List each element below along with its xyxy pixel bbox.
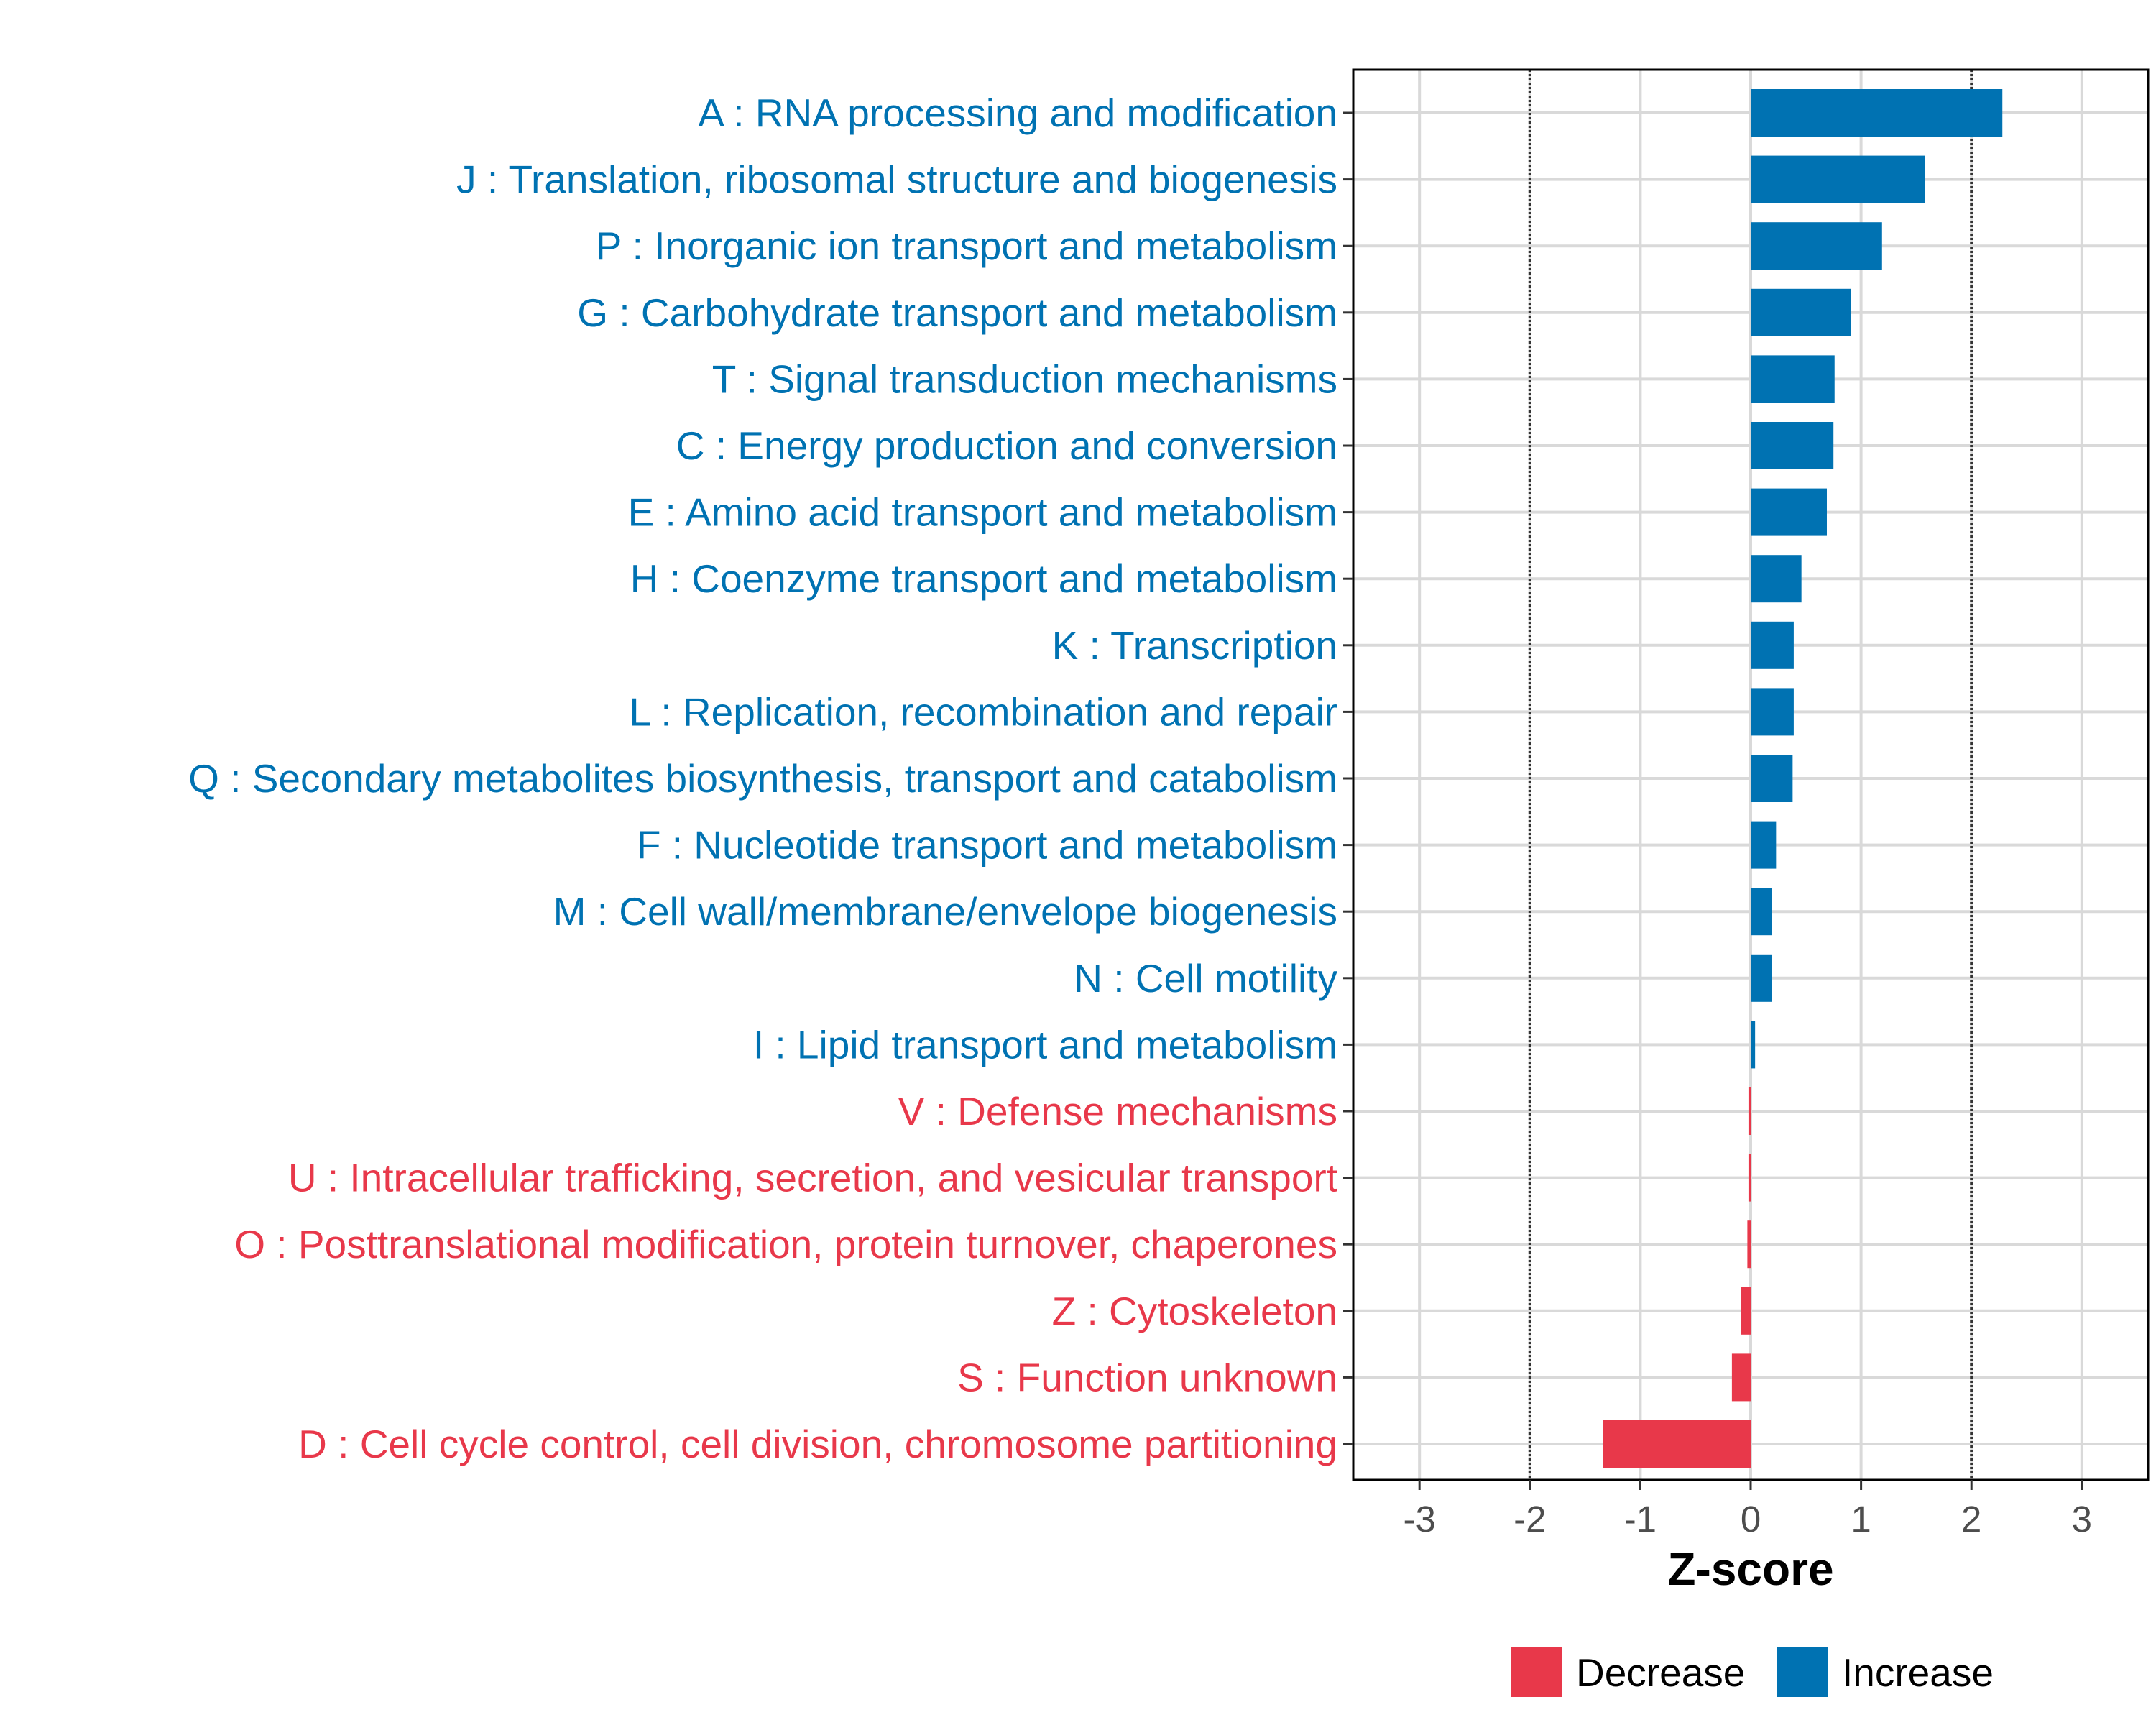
bars bbox=[1603, 89, 2003, 1468]
category-label-8: K : Transcription bbox=[1052, 623, 1337, 668]
bar-5 bbox=[1751, 422, 1834, 469]
legend: Decrease Increase bbox=[1511, 1647, 1994, 1697]
y-axis-ticks bbox=[1343, 111, 1353, 1445]
category-label-3: G : Carbohydrate transport and metabolis… bbox=[577, 290, 1337, 335]
category-label-20: D : Cell cycle control, cell division, c… bbox=[298, 1422, 1337, 1466]
legend-swatch-increase bbox=[1777, 1647, 1828, 1697]
bar-6 bbox=[1751, 488, 1827, 536]
reference-lines bbox=[1528, 70, 1973, 1480]
category-label-5: C : Energy production and conversion bbox=[676, 423, 1337, 468]
y-axis-labels: A : RNA processing and modification J : T… bbox=[188, 91, 1337, 1466]
bar-19 bbox=[1731, 1353, 1751, 1402]
bar-18 bbox=[1741, 1287, 1751, 1335]
bar-0 bbox=[1751, 89, 2003, 137]
bar-4 bbox=[1751, 355, 1835, 403]
category-label-11: F : Nucleotide transport and metabolism bbox=[637, 823, 1337, 868]
bar-10 bbox=[1751, 755, 1793, 802]
category-label-12: M : Cell wall/membrane/envelope biogenes… bbox=[553, 889, 1337, 934]
bar-2 bbox=[1751, 222, 1882, 270]
category-label-0: A : RNA processing and modification bbox=[698, 91, 1337, 135]
category-label-16: U : Intracellular trafficking, secretion… bbox=[288, 1156, 1337, 1200]
bar-17 bbox=[1747, 1220, 1751, 1269]
bar-7 bbox=[1751, 555, 1802, 603]
bar-15 bbox=[1748, 1087, 1751, 1135]
category-label-9: L : Replication, recombination and repai… bbox=[630, 689, 1337, 734]
legend-label-decrease: Decrease bbox=[1576, 1650, 1745, 1695]
category-label-4: T : Signal transduction mechanisms bbox=[712, 356, 1337, 401]
legend-swatch-decrease bbox=[1511, 1647, 1562, 1697]
x-axis-labels: -3 -2 -1 0 1 2 3 bbox=[1403, 1499, 2092, 1540]
category-label-1: J : Translation, ribosomal structure and… bbox=[456, 157, 1337, 202]
bar-16 bbox=[1748, 1154, 1751, 1202]
bar-9 bbox=[1751, 688, 1794, 736]
x-tick-label-2: -1 bbox=[1624, 1499, 1657, 1540]
x-tick-label-6: 3 bbox=[2072, 1499, 2092, 1540]
category-label-2: P : Inorganic ion transport and metaboli… bbox=[596, 224, 1337, 268]
x-tick-label-5: 2 bbox=[1961, 1499, 1981, 1540]
x-tick-label-4: 1 bbox=[1851, 1499, 1871, 1540]
category-label-19: S : Function unknown bbox=[957, 1355, 1337, 1399]
category-label-18: Z : Cytoskeleton bbox=[1052, 1289, 1337, 1333]
x-axis-ticks bbox=[1418, 1480, 2083, 1490]
category-label-10: Q : Secondary metabolites biosynthesis, … bbox=[188, 756, 1337, 801]
x-axis-title: Z-score bbox=[1667, 1543, 1833, 1595]
bar-20 bbox=[1603, 1420, 1751, 1468]
category-label-7: H : Coenzyme transport and metabolism bbox=[630, 556, 1337, 601]
x-tick-label-3: 0 bbox=[1741, 1499, 1761, 1540]
x-tick-label-1: -2 bbox=[1514, 1499, 1546, 1540]
bar-13 bbox=[1751, 954, 1772, 1002]
bar-1 bbox=[1751, 155, 1925, 203]
category-label-6: E : Amino acid transport and metabolism bbox=[628, 490, 1337, 535]
bar-11 bbox=[1751, 821, 1777, 869]
bar-12 bbox=[1751, 888, 1772, 936]
bar-3 bbox=[1751, 288, 1851, 336]
category-label-17: O : Posttranslational modification, prot… bbox=[234, 1222, 1337, 1266]
legend-label-increase: Increase bbox=[1842, 1650, 1994, 1695]
category-label-13: N : Cell motility bbox=[1074, 956, 1337, 1000]
bar-14 bbox=[1751, 1021, 1756, 1069]
category-label-15: V : Defense mechanisms bbox=[898, 1089, 1337, 1133]
category-label-14: I : Lipid transport and metabolism bbox=[753, 1022, 1337, 1067]
x-tick-label-0: -3 bbox=[1403, 1499, 1435, 1540]
bar-8 bbox=[1751, 621, 1794, 669]
